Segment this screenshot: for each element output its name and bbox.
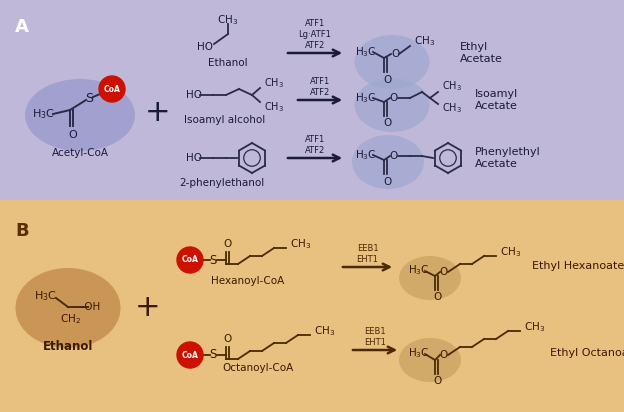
Text: +: + bbox=[135, 293, 161, 323]
Ellipse shape bbox=[25, 79, 135, 151]
Text: Ethyl Hexanoate: Ethyl Hexanoate bbox=[532, 261, 624, 271]
Text: H$_3$C: H$_3$C bbox=[355, 45, 376, 59]
Text: EEB1
EHT1: EEB1 EHT1 bbox=[356, 244, 378, 264]
Text: CH$_3$: CH$_3$ bbox=[314, 324, 335, 338]
Text: CoA: CoA bbox=[182, 351, 198, 360]
Ellipse shape bbox=[352, 135, 424, 189]
Text: O: O bbox=[440, 350, 448, 360]
Text: CH$_2$: CH$_2$ bbox=[60, 312, 81, 326]
Text: CH$_3$: CH$_3$ bbox=[442, 79, 462, 93]
Text: Ethyl Octanoate: Ethyl Octanoate bbox=[550, 348, 624, 358]
Text: HO: HO bbox=[197, 42, 213, 52]
Text: Ethyl
Acetate: Ethyl Acetate bbox=[460, 42, 503, 64]
Text: O: O bbox=[69, 130, 77, 140]
Text: S: S bbox=[209, 349, 217, 361]
Text: ATF1
Lg·ATF1
ATF2: ATF1 Lg·ATF1 ATF2 bbox=[298, 19, 331, 50]
Ellipse shape bbox=[399, 338, 461, 382]
Text: HO: HO bbox=[186, 90, 202, 100]
Text: CH$_3$: CH$_3$ bbox=[524, 320, 545, 334]
Ellipse shape bbox=[354, 35, 429, 89]
Text: HO: HO bbox=[186, 153, 202, 163]
Circle shape bbox=[99, 76, 125, 102]
Text: CH$_3$: CH$_3$ bbox=[442, 101, 462, 115]
Text: CH$_3$: CH$_3$ bbox=[264, 76, 284, 90]
Text: CoA: CoA bbox=[104, 84, 120, 94]
FancyBboxPatch shape bbox=[0, 0, 624, 218]
Text: O: O bbox=[390, 151, 398, 161]
Text: Hexanoyl-CoA: Hexanoyl-CoA bbox=[212, 276, 285, 286]
Text: Octanoyl-CoA: Octanoyl-CoA bbox=[222, 363, 294, 373]
Text: 2-phenylethanol: 2-phenylethanol bbox=[179, 178, 265, 188]
Text: A: A bbox=[15, 18, 29, 36]
Text: O: O bbox=[384, 75, 392, 85]
Text: EEB1
EHT1: EEB1 EHT1 bbox=[364, 327, 386, 347]
Text: O: O bbox=[224, 334, 232, 344]
Text: Phenylethyl
Acetate: Phenylethyl Acetate bbox=[475, 147, 541, 169]
Text: Isoamyl
Acetate: Isoamyl Acetate bbox=[475, 89, 519, 111]
Ellipse shape bbox=[16, 268, 120, 348]
Text: CH$_3$: CH$_3$ bbox=[217, 13, 238, 27]
Text: H$_3$C: H$_3$C bbox=[355, 91, 376, 105]
Text: O: O bbox=[384, 177, 392, 187]
Text: Ethanol: Ethanol bbox=[43, 340, 93, 353]
Text: H$_3$C: H$_3$C bbox=[355, 148, 376, 162]
Text: CH$_3$: CH$_3$ bbox=[500, 245, 521, 259]
Text: O: O bbox=[384, 118, 392, 128]
Text: H$_3$C: H$_3$C bbox=[408, 346, 429, 360]
Text: S: S bbox=[85, 91, 93, 105]
Text: O: O bbox=[224, 239, 232, 249]
Text: O: O bbox=[434, 376, 442, 386]
Text: –OH: –OH bbox=[80, 302, 101, 312]
Text: H$_3$C: H$_3$C bbox=[408, 263, 429, 277]
Text: ATF1
ATF2: ATF1 ATF2 bbox=[310, 77, 330, 97]
Text: B: B bbox=[15, 222, 29, 240]
Text: Ethanol: Ethanol bbox=[208, 58, 248, 68]
Text: CH$_3$: CH$_3$ bbox=[414, 34, 435, 48]
Circle shape bbox=[177, 247, 203, 273]
Text: CH$_3$: CH$_3$ bbox=[290, 237, 311, 251]
Text: H$_3$C: H$_3$C bbox=[34, 289, 57, 303]
Text: H$_3$C: H$_3$C bbox=[32, 107, 55, 121]
FancyBboxPatch shape bbox=[0, 200, 624, 412]
Circle shape bbox=[177, 342, 203, 368]
Text: Acetyl-CoA: Acetyl-CoA bbox=[52, 148, 109, 158]
Text: O: O bbox=[440, 267, 448, 277]
Text: ATF1
ATF2: ATF1 ATF2 bbox=[305, 135, 325, 155]
Ellipse shape bbox=[399, 256, 461, 300]
Text: CH$_3$: CH$_3$ bbox=[264, 100, 284, 114]
Text: S: S bbox=[209, 253, 217, 267]
Text: CoA: CoA bbox=[182, 255, 198, 265]
Text: O: O bbox=[391, 49, 399, 59]
Ellipse shape bbox=[354, 78, 429, 132]
Text: O: O bbox=[434, 292, 442, 302]
Text: O: O bbox=[390, 93, 398, 103]
Text: +: + bbox=[145, 98, 171, 126]
Text: Isoamyl alcohol: Isoamyl alcohol bbox=[184, 115, 266, 125]
